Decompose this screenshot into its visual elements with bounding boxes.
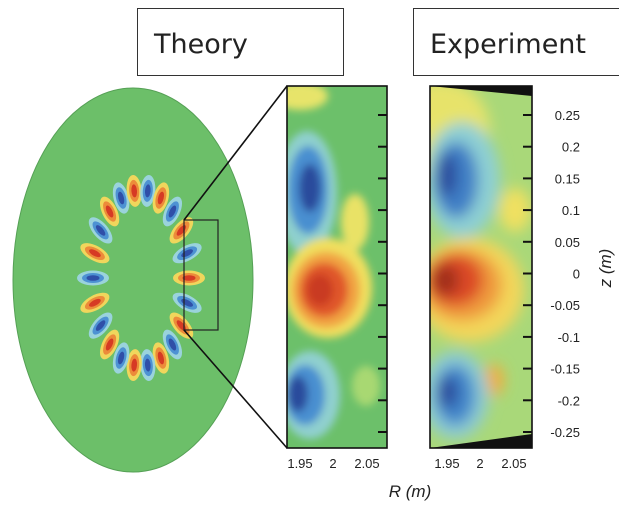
r-axis-title: R (m) — [389, 482, 431, 501]
z-tick-label: -0.2 — [558, 393, 580, 408]
z-tick-label: -0.15 — [550, 362, 580, 377]
experiment-label-box: Experiment — [413, 8, 619, 76]
eigenmode-lobe — [88, 312, 113, 339]
eigenmode-lobe — [162, 196, 183, 227]
eigenmode-lobe — [112, 182, 130, 214]
z-tick-label: 0 — [573, 267, 580, 282]
z-tick-label: -0.05 — [550, 298, 580, 313]
z-axis-title: z (m) — [596, 249, 615, 289]
r-tick-label: 1.95 — [434, 456, 459, 471]
eigenmode-lobe — [152, 182, 170, 214]
r-tick-label: 2 — [329, 456, 336, 471]
zoom-region-box — [183, 219, 219, 331]
theory-contour-panel — [286, 85, 388, 449]
r-tick-label: 2.05 — [354, 456, 379, 471]
z-tick-label: 0.15 — [555, 171, 580, 186]
z-tick-label: 0.05 — [555, 235, 580, 250]
r-tick-label: 1.95 — [287, 456, 312, 471]
eigenmode-lobe — [99, 329, 120, 360]
eigenmode-lobe — [140, 349, 156, 382]
eigenmode-lobe — [162, 329, 183, 360]
z-tick-label: -0.1 — [558, 330, 580, 345]
experiment-label: Experiment — [430, 29, 587, 60]
zoom-line-bottom — [183, 329, 288, 449]
theory-label: Theory — [154, 29, 248, 60]
z-tick-label: 0.1 — [562, 203, 580, 218]
r-tick-label: 2.05 — [501, 456, 526, 471]
experiment-r-tick-labels: 1.95 2 2.05 — [434, 456, 526, 471]
eigenmode-lobe — [140, 174, 156, 207]
eigenmode-lobe — [152, 342, 170, 374]
eigenmode-lobe — [88, 217, 113, 244]
zoom-line-top — [183, 85, 288, 221]
eigenmode-lobe — [126, 349, 142, 382]
z-tick-label: 0.25 — [555, 108, 580, 123]
r-tick-label: 2 — [476, 456, 483, 471]
theory-label-box: Theory — [137, 8, 344, 76]
eigenmode-lobe — [80, 292, 110, 313]
eigenmode-ring — [77, 174, 205, 382]
eigenmode-lobe — [99, 196, 120, 227]
eigenmode-lobe — [80, 243, 110, 264]
theory-r-tick-labels: 1.95 2 2.05 — [287, 456, 379, 471]
z-tick-label: 0.2 — [562, 140, 580, 155]
eigenmode-lobe — [112, 342, 130, 374]
experiment-contour-panel — [429, 85, 533, 449]
eigenmode-lobe — [173, 270, 205, 286]
eigenmode-lobe — [77, 270, 109, 286]
eigenmode-lobe — [126, 174, 142, 207]
z-axis-tick-labels: 0.25 0.2 0.15 0.1 0.05 0 -0.05 -0.1 -0.15 -0.2 -0.… — [550, 108, 580, 440]
z-tick-label: -0.25 — [550, 425, 580, 440]
plasma-cross-section-disc — [12, 87, 254, 473]
poloidal-cross-section — [12, 87, 254, 473]
